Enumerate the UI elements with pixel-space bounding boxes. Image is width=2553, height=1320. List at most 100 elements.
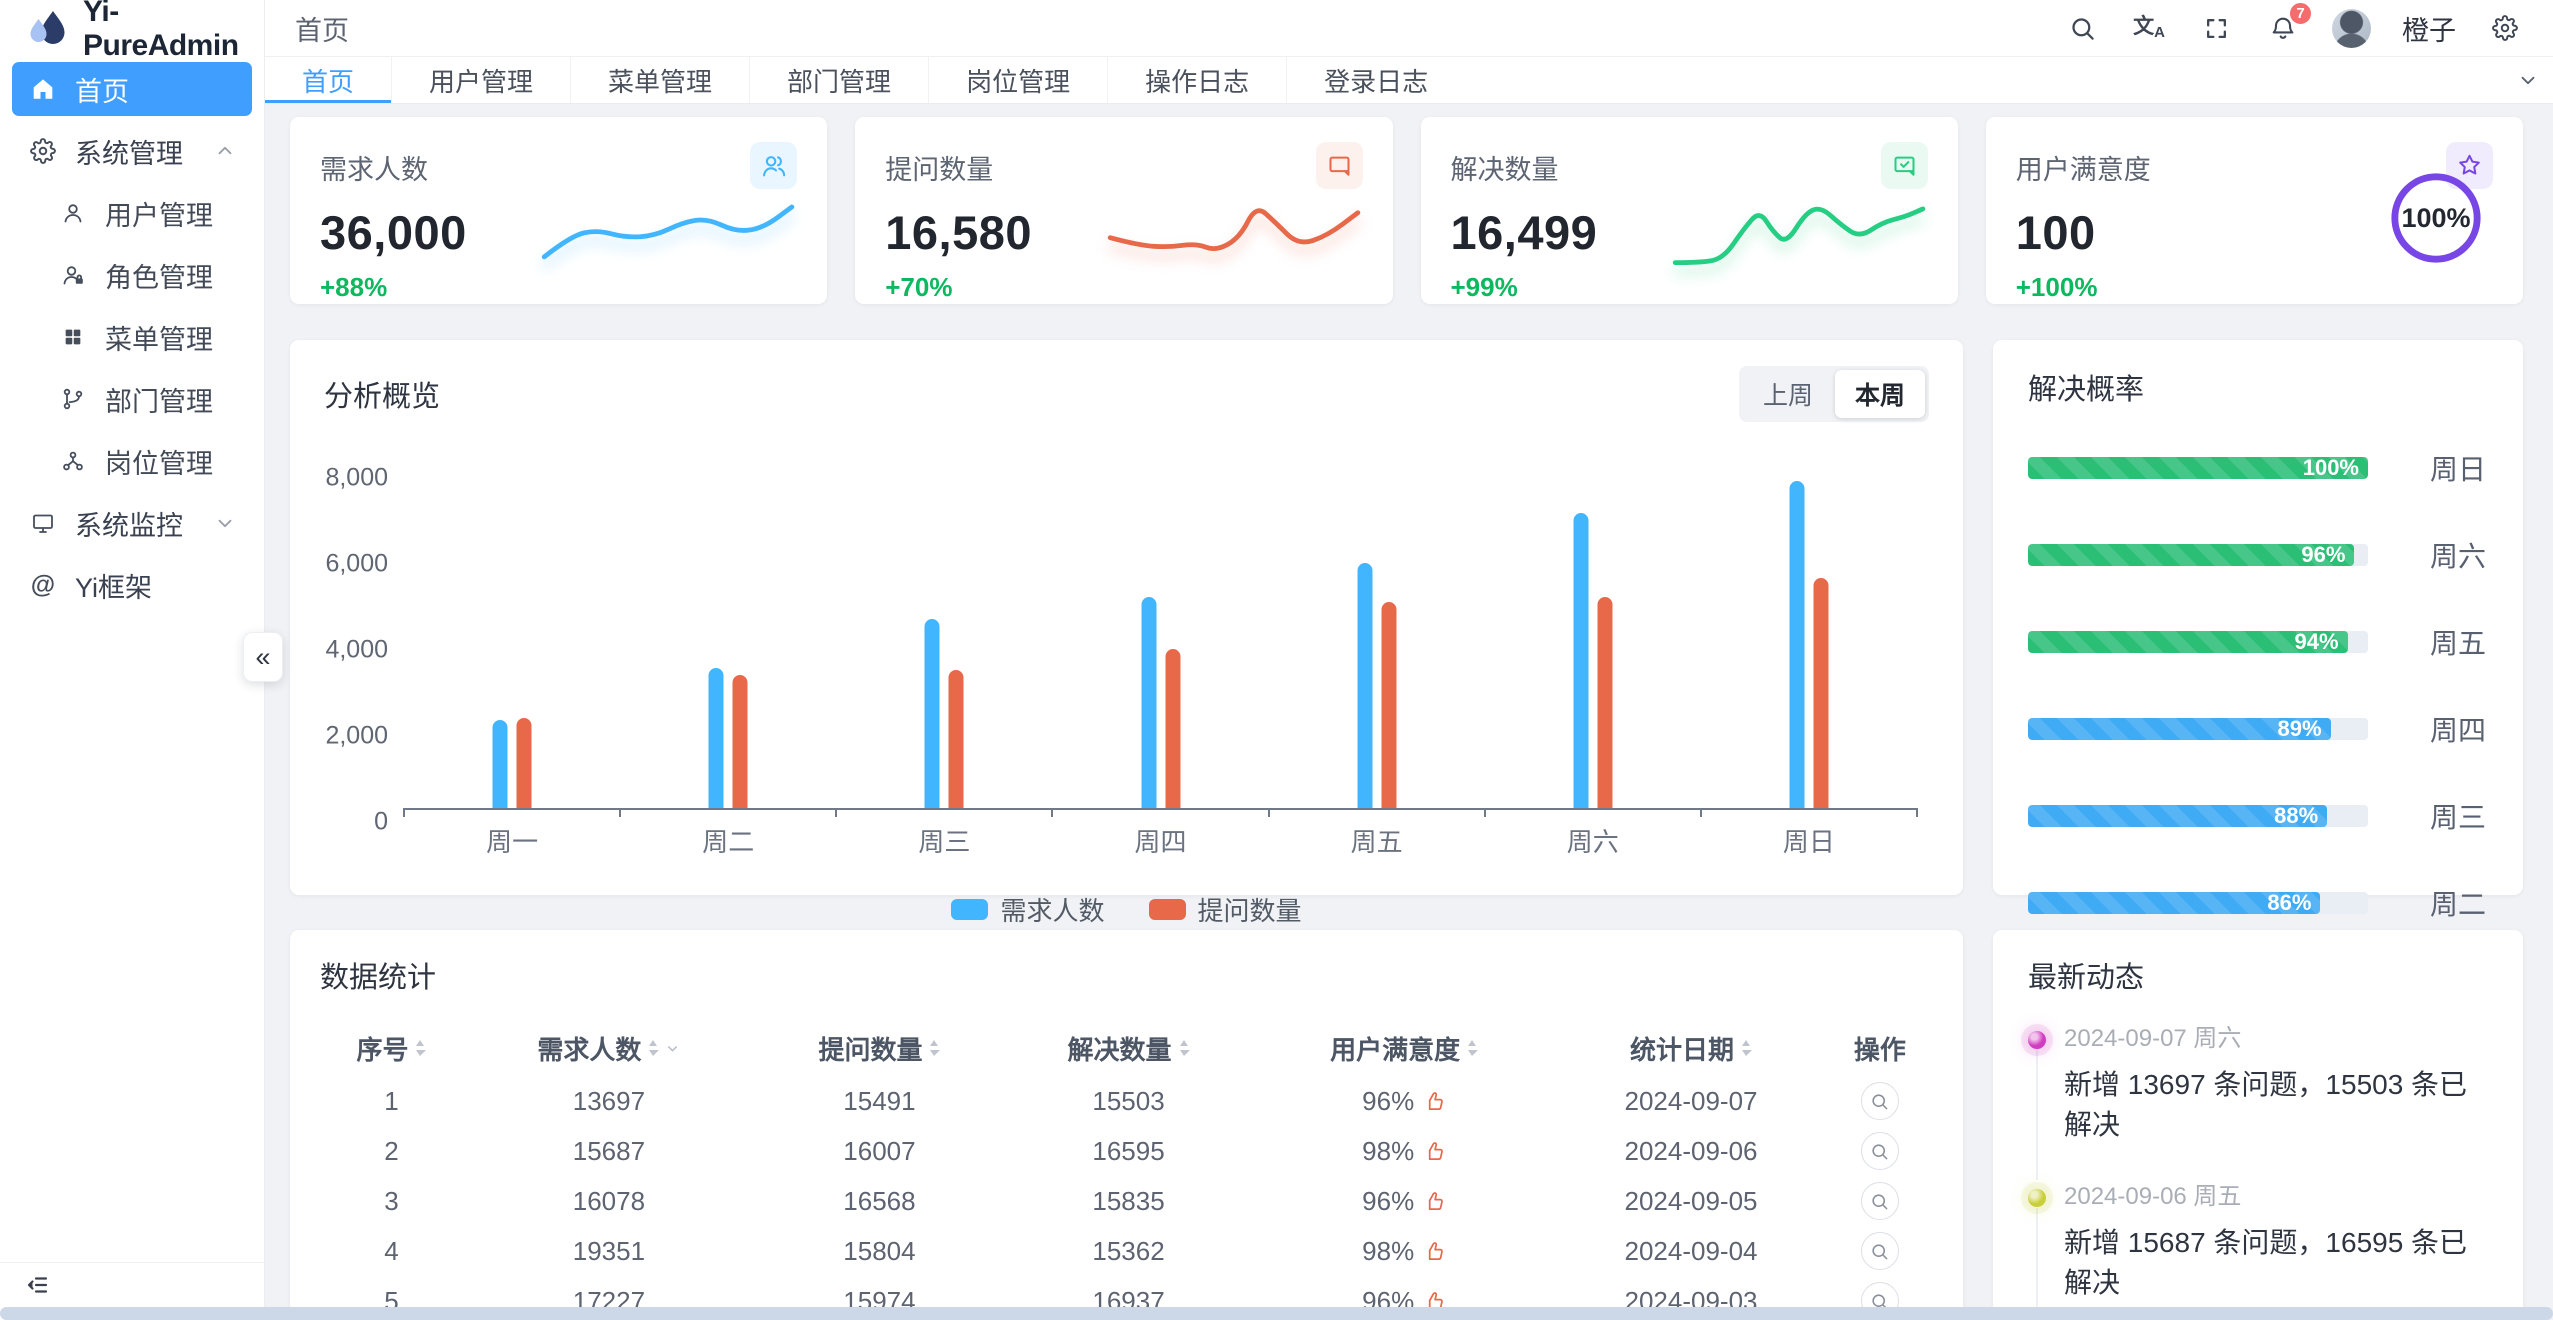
thumb-up-icon (1423, 1090, 1446, 1113)
tab-登录日志[interactable]: 登录日志 (1286, 57, 1465, 103)
bar-提问数量-周三[interactable] (948, 670, 964, 808)
at-icon: @ (30, 570, 56, 599)
bar-提问数量-周五[interactable] (1381, 602, 1397, 808)
caret-sort-icon[interactable] (1178, 1038, 1190, 1058)
legend-item-提问数量[interactable]: 提问数量 (1148, 891, 1302, 928)
search-icon[interactable] (2064, 10, 2100, 46)
bar-提问数量-周六[interactable] (1597, 597, 1613, 808)
week-toggle: 上周 本周 (1738, 366, 1929, 422)
tab-用户管理[interactable]: 用户管理 (391, 57, 570, 103)
tab-操作日志[interactable]: 操作日志 (1107, 57, 1286, 103)
x-axis-tick (619, 808, 622, 817)
sidebar-item-角色管理[interactable]: 角色管理 (12, 248, 252, 302)
caret-sort-icon[interactable] (928, 1038, 941, 1058)
sidebar-item-label: 系统管理 (75, 138, 183, 169)
caret-sort-icon[interactable] (1466, 1038, 1479, 1058)
y-axis-label: 6,000 (325, 549, 388, 578)
bar-需求人数-周三[interactable] (924, 619, 940, 808)
legend-swatch (951, 899, 989, 920)
progress-track: 86% (2028, 892, 2368, 914)
y-axis-label: 0 (374, 807, 388, 836)
sidebar-item-用户管理[interactable]: 用户管理 (12, 186, 252, 240)
bar-提问数量-周一[interactable] (516, 718, 532, 808)
satisfaction-value: 98% (1362, 1135, 1415, 1166)
row-view-button[interactable] (1860, 1132, 1899, 1170)
monitor-icon (28, 511, 58, 535)
column-header-统计日期[interactable]: 统计日期 (1630, 1030, 1753, 1067)
settings-gear-button[interactable] (2487, 10, 2523, 46)
toggle-本周[interactable]: 本周 (1834, 370, 1925, 418)
sparkline-chart (1107, 208, 1360, 252)
breadcrumb[interactable]: 首页 (295, 15, 349, 46)
toggle-上周[interactable]: 上周 (1762, 382, 1813, 410)
progress-day-label: 周二 (2430, 889, 2487, 920)
sidebar-item-部门管理[interactable]: 部门管理 (12, 372, 252, 426)
tab-菜单管理[interactable]: 菜单管理 (570, 57, 749, 103)
chevron-up-icon (214, 140, 236, 162)
table-cell: 4 (384, 1235, 399, 1266)
bar-提问数量-周四[interactable] (1165, 649, 1180, 808)
department-icon (58, 387, 88, 411)
sidebar-item-菜单管理[interactable]: 菜单管理 (12, 310, 252, 364)
table-cell: 13697 (572, 1085, 646, 1116)
sidebar-item-首页[interactable]: 首页 (12, 62, 252, 116)
caret-sort-icon[interactable] (647, 1038, 660, 1058)
timeline-date: 2024-09-07 周六 (2064, 1025, 2242, 1052)
stat-card-value: 36,000 (320, 206, 467, 259)
bar-需求人数-周五[interactable] (1357, 563, 1373, 808)
stat-card-title: 用户满意度 (2015, 155, 2151, 185)
timeline-connector (2036, 1050, 2038, 1180)
stat-card-delta: +100% (2015, 272, 2098, 302)
legend-item-需求人数[interactable]: 需求人数 (951, 891, 1105, 928)
column-header-用户满意度[interactable]: 用户满意度 (1330, 1030, 1479, 1067)
legend-swatch (1148, 899, 1186, 920)
row-view-button[interactable] (1860, 1082, 1899, 1120)
column-header-序号[interactable]: 序号 (356, 1030, 427, 1067)
stat-card-delta: +88% (320, 272, 388, 302)
bar-提问数量-周二[interactable] (732, 675, 748, 808)
tab-部门管理[interactable]: 部门管理 (749, 57, 928, 103)
bar-需求人数-周四[interactable] (1141, 597, 1156, 808)
tab-首页[interactable]: 首页 (265, 57, 392, 103)
sidebar-item-系统监控[interactable]: 系统监控 (12, 496, 252, 550)
progress-track: 94% (2028, 631, 2368, 653)
bar-需求人数-周六[interactable] (1573, 513, 1589, 808)
column-header-解决数量[interactable]: 解决数量 (1068, 1030, 1190, 1067)
sidebar-item-Yi框架[interactable]: @ Yi框架 (12, 558, 252, 612)
x-axis-tick (1916, 808, 1918, 817)
caret-sort-icon[interactable] (1740, 1038, 1753, 1058)
solve-rate-row-周三: 88% 周三 (2028, 796, 2488, 836)
date-cell: 2024-09-07 (1624, 1085, 1758, 1116)
bar-提问数量-周日[interactable] (1813, 578, 1829, 808)
sidebar-item-岗位管理[interactable]: 岗位管理 (12, 434, 252, 488)
filter-chevron-icon[interactable] (665, 1041, 680, 1056)
horizontal-scrollbar[interactable] (0, 1307, 2553, 1320)
satisfaction-cell: 98% (1362, 1136, 1446, 1167)
tab-岗位管理[interactable]: 岗位管理 (928, 57, 1107, 103)
tabbar-more-button[interactable] (2503, 57, 2553, 103)
username[interactable]: 橙子 (2402, 15, 2456, 46)
fullscreen-icon[interactable] (2198, 10, 2234, 46)
bar-需求人数-周二[interactable] (708, 668, 724, 808)
caret-sort-icon[interactable] (414, 1038, 427, 1058)
translate-icon[interactable]: 文A (2131, 10, 2167, 46)
avatar[interactable] (2332, 8, 2371, 48)
sidebar-item-label: 菜单管理 (105, 324, 213, 355)
sidebar-item-系统管理[interactable]: 系统管理 (12, 124, 252, 178)
column-header-提问数量[interactable]: 提问数量 (818, 1030, 941, 1067)
bell-icon[interactable]: 7 (2265, 1, 2313, 46)
search-icon (2069, 15, 2096, 42)
app-logo[interactable]: Yi-PureAdmin (0, 0, 264, 62)
column-header-需求人数[interactable]: 需求人数 (537, 1030, 680, 1067)
sidebar: Yi-PureAdmin 首页系统管理用户管理角色管理菜单管理部门管理岗位管理系… (0, 0, 283, 1320)
bar-需求人数-周一[interactable] (492, 720, 508, 808)
y-axis-label: 8,000 (325, 463, 388, 492)
row-view-button[interactable] (1860, 1232, 1899, 1270)
bar-需求人数-周日[interactable] (1789, 481, 1805, 808)
sidebar-collapse-handle[interactable]: « (243, 632, 283, 682)
row-view-button[interactable] (1860, 1182, 1899, 1220)
header-actions: 文A 7 橙子 (2064, 1, 2523, 48)
stat-card-title: 提问数量 (885, 155, 994, 185)
collapse-left-icon[interactable] (26, 1273, 50, 1297)
stat-card-value: 100 (2015, 206, 2096, 259)
